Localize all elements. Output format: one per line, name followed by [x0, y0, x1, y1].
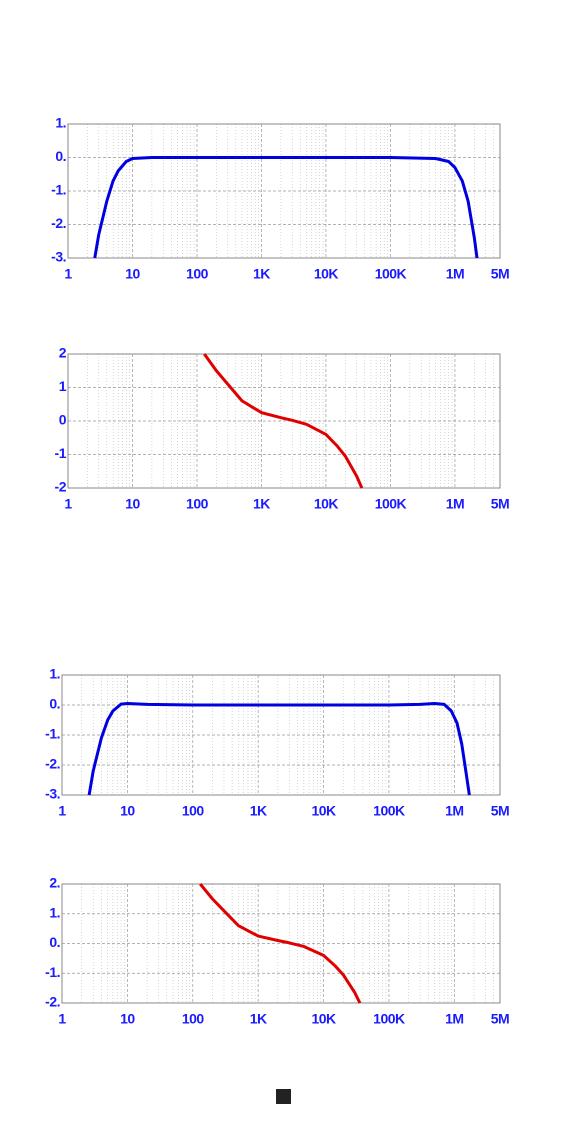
y-tick-label: 0	[59, 412, 67, 428]
x-tick-label: 10	[125, 496, 140, 512]
x-tick-label: 100K	[375, 266, 407, 282]
x-tick-label: 1	[64, 496, 72, 512]
x-tick-label: 1	[58, 803, 66, 819]
x-tick-label: 10	[120, 1011, 135, 1027]
y-tick-label: -3.	[51, 249, 66, 265]
x-tick-label: 1K	[250, 1011, 267, 1027]
y-tick-label: 0.	[49, 696, 60, 712]
x-tick-label: 100	[186, 496, 209, 512]
y-tick-label: 1.	[49, 666, 60, 682]
x-tick-label: 100K	[375, 496, 407, 512]
y-tick-label: 0.	[49, 934, 60, 950]
chart: 1 10 100 1K 10K 100K 1M 5M 1. 0. -1. -2. -3.	[45, 666, 510, 819]
y-tick-label: -1.	[51, 182, 66, 198]
y-tick-label: -3.	[45, 786, 60, 802]
x-tick-label: 1M	[446, 266, 464, 282]
plot-frame	[61, 883, 501, 1004]
x-tick-label: 5M	[491, 1011, 509, 1027]
plot-frame	[67, 353, 501, 489]
x-tick-label: 10	[125, 266, 140, 282]
x-tick-label: 1M	[445, 1011, 463, 1027]
y-tick-label: -2	[55, 479, 67, 495]
x-tick-label: 5M	[491, 496, 509, 512]
x-tick-label: 100K	[373, 1011, 405, 1027]
x-tick-label: 1M	[446, 496, 464, 512]
response-curve	[203, 353, 364, 489]
y-tick-label: 1.	[49, 904, 60, 920]
x-tick-label: 10	[120, 803, 135, 819]
x-tick-label: 10K	[311, 803, 336, 819]
chart: 1 10 100 1K 10K 100K 1M 5M 2. 1. 0. -1. -2.	[45, 875, 510, 1027]
response-curve	[87, 702, 471, 796]
y-tick-label: -1.	[45, 964, 60, 980]
y-tick-label: -2.	[45, 756, 60, 772]
x-tick-label: 100K	[373, 803, 405, 819]
x-tick-label: 100	[186, 266, 209, 282]
y-tick-label: -2.	[45, 994, 60, 1010]
plot-frame	[67, 123, 501, 259]
x-tick-label: 5M	[491, 266, 509, 282]
y-tick-label: -1	[55, 445, 67, 461]
plot-frame	[61, 674, 501, 796]
x-tick-label: 5M	[491, 803, 509, 819]
x-tick-label: 10K	[314, 266, 339, 282]
chart: 1 10 100 1K 10K 100K 1M 5M 1. 0. -1. -2. -3.	[51, 115, 510, 282]
x-tick-label: 10K	[314, 496, 339, 512]
x-tick-label: 1K	[253, 496, 270, 512]
y-tick-label: 1.	[55, 115, 66, 131]
x-tick-label: 1	[64, 266, 72, 282]
x-tick-label: 10K	[311, 1011, 336, 1027]
x-tick-label: 1K	[250, 803, 267, 819]
y-tick-label: -2.	[51, 215, 66, 231]
x-tick-label: 100	[182, 803, 205, 819]
x-tick-label: 1	[58, 1011, 66, 1027]
y-tick-label: -1.	[45, 726, 60, 742]
stop-button[interactable]	[276, 1089, 291, 1104]
y-tick-label: 0.	[55, 148, 66, 164]
y-tick-label: 2.	[49, 875, 60, 891]
y-tick-label: 2	[59, 345, 67, 361]
x-tick-label: 1M	[445, 803, 463, 819]
x-tick-label: 100	[182, 1011, 205, 1027]
response-curve	[199, 883, 362, 1004]
x-tick-label: 1K	[253, 266, 270, 282]
response-curve	[93, 156, 479, 259]
y-tick-label: 1	[59, 378, 67, 394]
